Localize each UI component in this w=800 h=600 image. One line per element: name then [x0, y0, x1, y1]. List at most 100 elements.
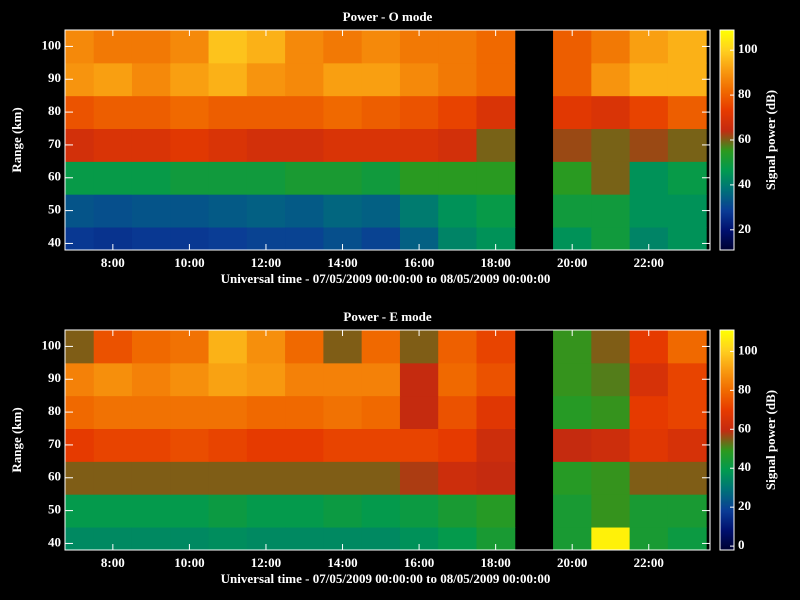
heat-cell [553, 194, 592, 228]
colorbar-slice [720, 128, 734, 131]
colorbar-slice [720, 94, 734, 97]
colorbar-slice [720, 92, 734, 95]
colorbar-slice [720, 380, 734, 383]
colorbar-slice [720, 106, 734, 109]
heat-cell [553, 527, 592, 550]
colorbar-slice [720, 36, 734, 39]
colorbar-slice [720, 178, 734, 181]
heat-cell [629, 128, 669, 162]
heat-cell [667, 30, 707, 64]
x-tick-label: 22:00 [634, 255, 664, 270]
heat-cell [667, 395, 707, 430]
colorbar-slice [720, 168, 734, 171]
colorbar-slice [720, 330, 734, 333]
colorbar-slice [720, 478, 734, 481]
colorbar-slice [720, 372, 734, 375]
heat-cell [246, 227, 286, 250]
colorbar-tick-label: 100 [738, 342, 758, 357]
heat-cell [399, 227, 439, 250]
heat-cell [285, 227, 324, 250]
colorbar-slice [720, 150, 734, 153]
heat-cell [208, 128, 248, 162]
heat-cell [285, 395, 324, 430]
colorbar-slice [720, 386, 734, 389]
heat-cell [65, 428, 95, 462]
colorbar-slice [720, 88, 734, 91]
colorbar-slice [720, 166, 734, 169]
colorbar-slice [720, 384, 734, 387]
heat-cell [438, 227, 477, 250]
heat-cell [361, 62, 401, 97]
heat-cell [65, 527, 95, 550]
heat-cell [93, 128, 133, 162]
heat-cell [170, 494, 210, 528]
heat-cell [170, 128, 210, 162]
heat-cell [667, 194, 707, 228]
colorbar-slice [720, 502, 734, 505]
colorbar-slice [720, 412, 734, 415]
x-tick-label: 16:00 [404, 555, 434, 570]
colorbar-slice [720, 156, 734, 159]
heat-cell [629, 161, 669, 195]
y-axis-label: Range (km) [9, 107, 24, 172]
cells [65, 330, 707, 550]
heat-cell [93, 95, 133, 130]
heat-cell [208, 428, 248, 462]
heat-cell [476, 494, 516, 528]
heat-cell [65, 395, 95, 430]
colorbar-slice [720, 352, 734, 355]
heat-cell [285, 30, 324, 64]
heat-cell [438, 128, 477, 162]
y-tick-label: 60 [48, 469, 61, 484]
colorbar-slice [720, 436, 734, 439]
x-tick-label: 14:00 [327, 555, 357, 570]
colorbar-slice [720, 188, 734, 191]
colorbar-slice [720, 62, 734, 65]
heat-cell [131, 494, 171, 528]
colorbar-slice [720, 490, 734, 493]
heat-cell [131, 395, 171, 430]
colorbar-slice [720, 218, 734, 221]
x-tick-label: 12:00 [251, 255, 281, 270]
heat-cell [170, 527, 210, 550]
heat-cell [553, 395, 592, 430]
heat-cell [131, 461, 171, 495]
colorbar-slice [720, 216, 734, 219]
heat-cell [591, 362, 631, 397]
heat-cell [93, 527, 133, 550]
heat-cell [285, 62, 324, 97]
colorbar-tick-label: 100 [738, 41, 758, 56]
heat-cell [438, 161, 477, 195]
heat-cell [65, 461, 95, 495]
heat-cell [93, 62, 133, 97]
heat-cell [667, 95, 707, 130]
heat-cell [208, 227, 248, 250]
colorbar-slice [720, 198, 734, 201]
chart-title: Power - O mode [343, 9, 433, 24]
colorbar-slice [720, 136, 734, 139]
heat-cell [399, 194, 439, 228]
y-tick-label: 60 [48, 169, 61, 184]
colorbar-slice [720, 422, 734, 425]
heat-cell [438, 461, 477, 495]
colorbar-label: Signal power (dB) [763, 390, 778, 490]
y-tick-label: 100 [42, 337, 62, 352]
colorbar-slice [720, 496, 734, 499]
colorbar-slice [720, 204, 734, 207]
heat-cell [361, 128, 401, 162]
colorbar-slice [720, 504, 734, 507]
colorbar-slice [720, 170, 734, 173]
heat-cell [285, 128, 324, 162]
colorbar-slice [720, 78, 734, 81]
heat-cell [667, 161, 707, 195]
colorbar-slice [720, 98, 734, 101]
colorbar-slice [720, 110, 734, 113]
colorbar-slice [720, 206, 734, 209]
colorbar-slice [720, 392, 734, 395]
colorbar-slice [720, 140, 734, 143]
heat-cell [361, 161, 401, 195]
colorbar-slice [720, 202, 734, 205]
colorbar-slice [720, 438, 734, 441]
colorbar-slice [720, 154, 734, 157]
colorbar-slice [720, 40, 734, 43]
